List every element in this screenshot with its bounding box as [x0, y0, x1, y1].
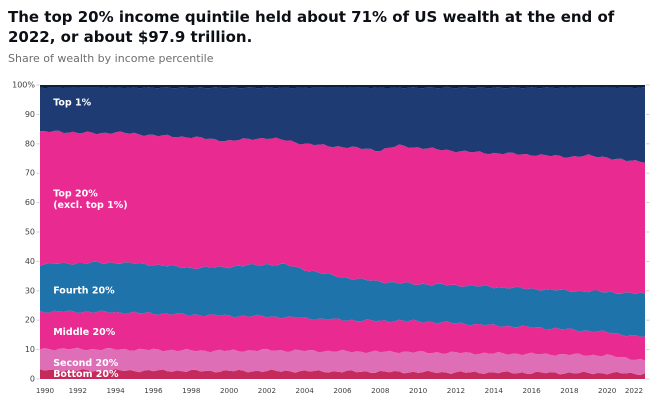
y-axis-label-50: 50 — [25, 228, 35, 237]
area-bottom-20 — [40, 369, 645, 380]
y-axis-label-60: 60 — [25, 198, 35, 207]
y-axis-label-40: 40 — [25, 257, 35, 266]
y-axis-label-20: 20 — [25, 316, 35, 325]
x-axis-label-2022: 2022 — [625, 386, 643, 395]
x-axis-label-1996: 1996 — [144, 386, 163, 395]
x-axis-label-1998: 1998 — [182, 386, 201, 395]
x-axis-label-2012: 2012 — [447, 386, 465, 395]
series-label-bottom-20: Bottom 20% — [53, 369, 119, 380]
area-second-20 — [40, 347, 645, 376]
series-label-fourth-20: Fourth 20% — [53, 286, 115, 297]
y-axis-label-70: 70 — [25, 169, 35, 178]
series-label-top-20-excl-line2: (excl. top 1%) — [53, 200, 127, 211]
y-axis-label-80: 80 — [25, 139, 35, 148]
x-axis-label-2000: 2000 — [220, 386, 239, 395]
chart-subtitle: Share of wealth by income percentile — [8, 52, 214, 66]
x-axis-label-2010: 2010 — [409, 386, 428, 395]
y-axis-label-30: 30 — [25, 286, 35, 295]
series-label-second-20: Second 20% — [53, 358, 119, 369]
x-axis-label-2002: 2002 — [258, 386, 276, 395]
area-middle-20 — [40, 310, 645, 361]
x-axis-label-2004: 2004 — [296, 386, 315, 395]
series-label-top-1: Top 1% — [53, 98, 91, 109]
chart-title: The top 20% income quintile held about 7… — [8, 8, 615, 47]
area-fourth-20 — [40, 261, 645, 337]
area-top-20-excl-top-1 — [40, 130, 645, 294]
y-axis-label-0: 0 — [30, 375, 35, 384]
area-top-edge — [40, 85, 645, 89]
x-axis-label-2008: 2008 — [371, 386, 390, 395]
y-axis-label-10: 10 — [25, 345, 35, 354]
x-axis-label-2006: 2006 — [333, 386, 352, 395]
x-axis-label-2016: 2016 — [522, 386, 541, 395]
y-axis-label-90: 90 — [25, 110, 35, 119]
area-top-1 — [40, 86, 645, 163]
series-label-middle-20: Middle 20% — [53, 327, 116, 338]
x-axis-label-1994: 1994 — [106, 386, 125, 395]
y-axis-label-100: 100% — [12, 81, 35, 90]
x-axis-label-2020: 2020 — [598, 386, 617, 395]
x-axis-label-2014: 2014 — [485, 386, 504, 395]
series-label-top-20-excl-line1: Top 20% — [53, 189, 98, 200]
x-axis-label-1992: 1992 — [69, 386, 87, 395]
x-axis-label-1990: 1990 — [36, 386, 55, 395]
x-axis-label-2018: 2018 — [560, 386, 579, 395]
